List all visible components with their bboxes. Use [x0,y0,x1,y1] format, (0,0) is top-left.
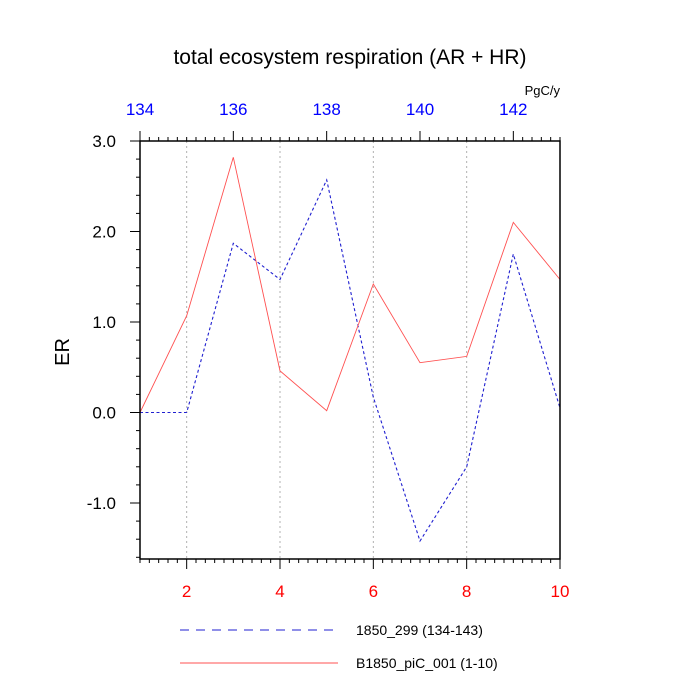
y-tick-label: 1.0 [92,313,116,332]
chart-title: total ecosystem respiration (AR + HR) [173,46,526,69]
legend: 1850_299 (134-143) B1850_piC_001 (1-10) [180,622,498,671]
y-tick-label: 3.0 [92,132,116,151]
y-axis-label: ER [52,338,74,366]
bottom-tick-label: 4 [275,582,284,601]
top-tick-label: 138 [312,100,340,119]
units-label: PgC/y [525,83,561,98]
legend-label-dashed: 1850_299 (134-143) [356,622,483,638]
top-tick-label: 136 [219,100,247,119]
series-lines [139,157,561,543]
legend-label-solid: B1850_piC_001 (1-10) [356,655,498,671]
top-tick-label: 134 [126,100,154,119]
bottom-tick-label: 10 [551,582,570,601]
plot-frame [139,140,561,560]
y-tick-label: 0.0 [92,404,116,423]
series-line-solid [139,157,561,413]
series-line-dashed [140,178,561,543]
top-tick-label: 142 [499,100,527,119]
bottom-tick-label: 2 [182,582,191,601]
bottom-tick-label: 8 [462,582,471,601]
top-tick-label: 140 [406,100,434,119]
tick-labels: 2 4 6 8 10 134 136 138 140 142 3.0 2.0 1.0 0.0 -1.0 [87,100,570,601]
axis-ticks [130,131,561,569]
bottom-tick-label: 6 [369,582,378,601]
y-tick-label: -1.0 [87,494,116,513]
grid-lines [186,141,468,559]
y-tick-label: 2.0 [92,223,116,242]
